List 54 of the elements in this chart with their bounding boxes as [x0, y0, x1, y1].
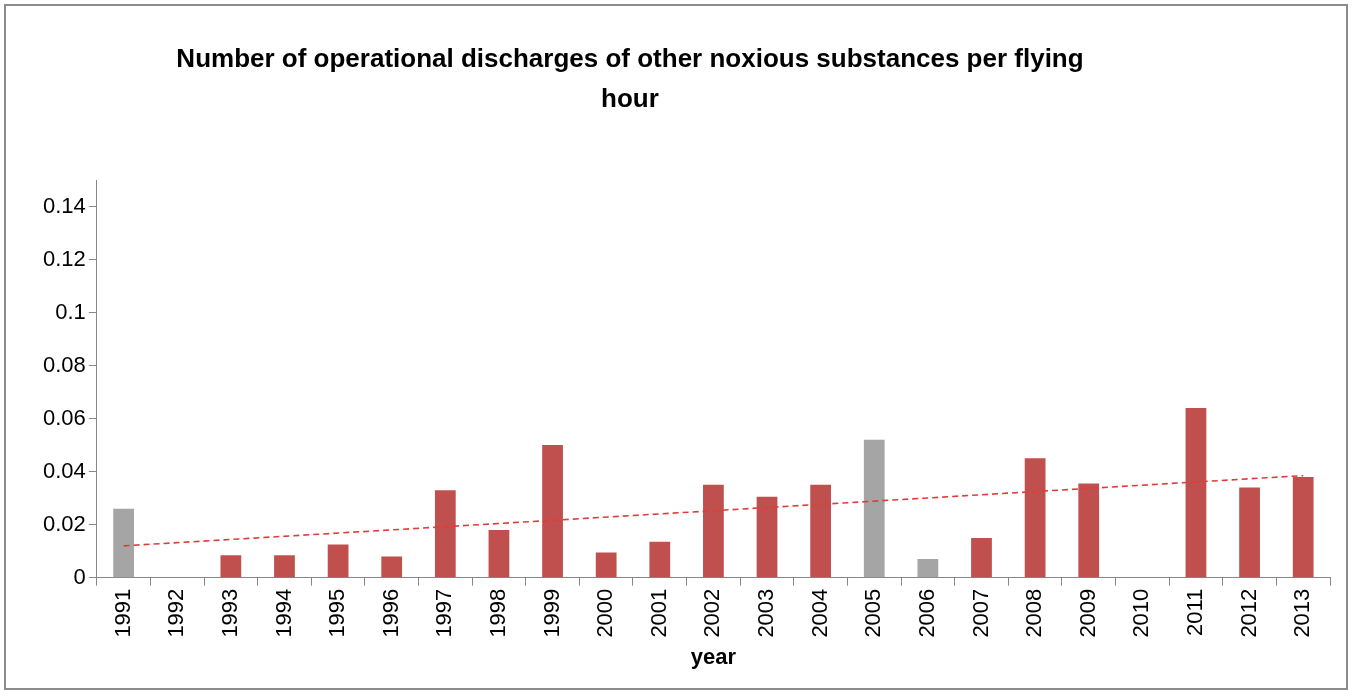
bar — [488, 529, 510, 578]
x-tick-label: 1998 — [485, 588, 511, 638]
bar — [220, 555, 242, 578]
bar — [1024, 458, 1046, 578]
bar — [971, 537, 992, 578]
bar — [917, 559, 939, 578]
bar — [649, 541, 671, 578]
y-tick-label: 0.12 — [42, 245, 86, 271]
x-tick-label: 1991 — [109, 588, 135, 638]
bar — [274, 555, 295, 578]
y-tick-label: 0.1 — [55, 298, 86, 324]
y-tick-label: 0.04 — [42, 457, 86, 483]
x-tick-label: 1994 — [270, 588, 296, 638]
x-tick-label: 2008 — [1021, 588, 1047, 638]
bar — [1078, 483, 1100, 578]
x-tick-label: 2011 — [1182, 588, 1208, 636]
x-tick-label: 1995 — [324, 588, 350, 638]
x-tick-label: 2012 — [1235, 588, 1261, 638]
bar — [113, 508, 135, 578]
bar — [542, 445, 563, 578]
bar — [381, 556, 403, 578]
x-tick-label: 1999 — [538, 588, 564, 638]
y-tick-label: 0.08 — [42, 351, 86, 377]
x-tick-label: 2000 — [592, 588, 618, 638]
y-tick-label: 0.14 — [42, 192, 86, 218]
x-axis-title: year — [690, 643, 737, 669]
y-tick-label: 0.06 — [42, 404, 86, 430]
bar — [863, 439, 885, 578]
x-tick-label: 1993 — [216, 588, 242, 638]
bar — [703, 484, 724, 578]
x-tick-label: 1996 — [377, 588, 403, 638]
x-tick-label: 2002 — [699, 588, 725, 638]
x-tick-label: 2009 — [1074, 588, 1100, 638]
x-tick-label: 2003 — [753, 588, 779, 638]
x-tick-label: 2006 — [913, 588, 939, 638]
x-tick-label: 2005 — [860, 588, 886, 638]
bar — [756, 496, 778, 578]
bar — [434, 490, 456, 578]
bar — [1292, 476, 1314, 578]
y-tick-label: 0.02 — [42, 510, 86, 536]
x-tick-label: 1992 — [163, 588, 189, 638]
bar — [1185, 407, 1207, 578]
bar — [327, 544, 349, 578]
x-tick-label: 2007 — [967, 588, 993, 638]
x-tick-label: 2004 — [806, 588, 832, 638]
chart-title: Number of operational discharges of other noxious substances per flying hour — [175, 42, 1085, 115]
x-tick-label: 1997 — [431, 588, 457, 638]
bar — [1239, 487, 1260, 578]
y-tick-label: 0 — [73, 563, 86, 589]
x-tick-label: 2001 — [645, 588, 671, 638]
bar — [810, 484, 832, 578]
bar — [595, 552, 617, 578]
x-tick-label: 2010 — [1128, 588, 1154, 638]
x-tick-label: 2013 — [1289, 588, 1315, 638]
